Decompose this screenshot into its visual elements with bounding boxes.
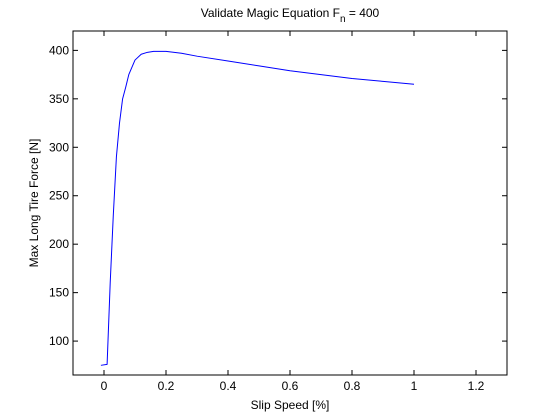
chart-title: Validate Magic Equation Fn = 400 [201, 6, 380, 25]
axes-box [72, 30, 508, 376]
chart-title-suffix: = 400 [346, 6, 380, 20]
plot-area [73, 31, 507, 375]
y-tick-label: 150 [49, 286, 69, 300]
x-tick-label: 1 [411, 379, 418, 393]
series-layer [100, 50, 415, 366]
y-tick-label: 250 [49, 189, 69, 203]
chart-title-prefix: Validate Magic Equation F [201, 6, 340, 20]
x-axis-label: Slip Speed [%] [251, 398, 330, 412]
x-tick-label: 0 [101, 379, 108, 393]
tick-layer: 0 0.2 0.4 0.6 0.8 1 1.2 100 150 200 250 300 350 400 [49, 31, 507, 393]
x-tick-label: 0.4 [220, 379, 237, 393]
y-tick-label: 100 [49, 334, 69, 348]
y-tick-label: 400 [49, 43, 69, 57]
x-tick-label: 0.6 [282, 379, 299, 393]
y-axis-label: Max Long Tire Force [N] [27, 139, 41, 268]
x-tick-label: 0.8 [344, 379, 361, 393]
x-tick-label: 1.2 [468, 379, 485, 393]
x-tick-label: 0.2 [158, 379, 175, 393]
series-line-1 [100, 50, 415, 366]
y-tick-label: 200 [49, 237, 69, 251]
y-tick-label: 300 [49, 140, 69, 154]
chart-title-subscript: n [340, 14, 346, 25]
y-tick-label: 350 [49, 92, 69, 106]
